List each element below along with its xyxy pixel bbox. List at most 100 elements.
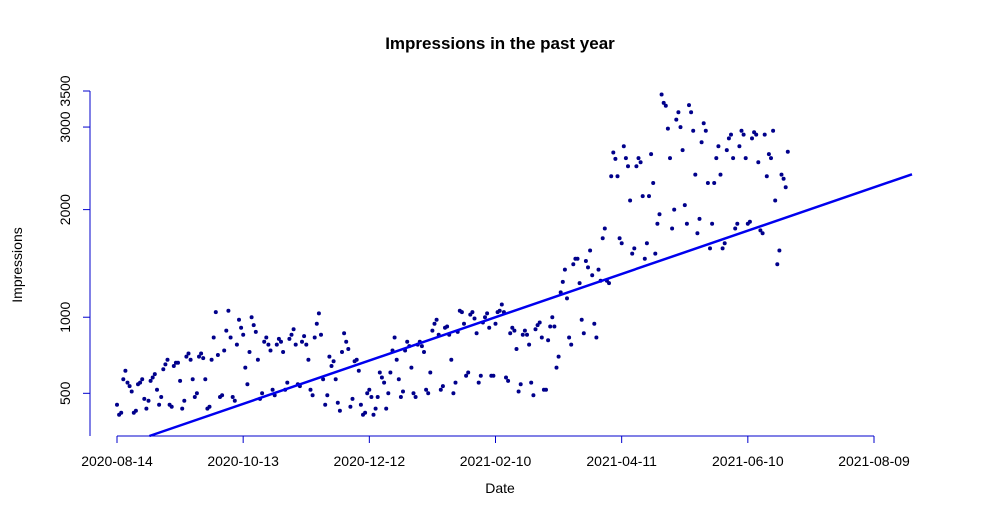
- data-point: [623, 156, 628, 161]
- data-point: [733, 226, 738, 231]
- data-point: [571, 262, 576, 267]
- data-point: [125, 380, 130, 385]
- data-point: [396, 377, 401, 382]
- y-tick-label: 1000: [57, 301, 73, 332]
- data-point: [607, 281, 611, 286]
- data-point: [152, 372, 157, 377]
- data-point: [133, 408, 138, 413]
- data-point: [226, 308, 231, 313]
- data-point: [554, 365, 559, 370]
- data-point: [232, 398, 237, 403]
- data-point: [472, 316, 477, 321]
- data-point: [722, 241, 727, 246]
- data-point: [340, 350, 344, 354]
- data-point: [550, 315, 555, 320]
- data-point: [201, 356, 206, 361]
- data-point: [161, 367, 166, 372]
- data-point: [560, 279, 565, 284]
- data-point: [657, 212, 662, 217]
- data-point: [335, 400, 340, 405]
- data-point: [270, 387, 275, 392]
- data-point: [693, 172, 698, 177]
- data-point: [419, 344, 424, 349]
- data-point: [613, 156, 618, 161]
- data-point: [251, 323, 256, 328]
- data-point: [537, 320, 542, 325]
- data-point: [712, 181, 717, 185]
- data-point: [724, 148, 729, 153]
- data-point: [289, 332, 294, 337]
- data-point: [628, 198, 633, 203]
- data-point: [342, 331, 347, 336]
- data-point: [449, 357, 454, 362]
- data-point: [636, 156, 641, 161]
- data-point: [243, 365, 248, 370]
- data-point: [354, 357, 359, 362]
- data-point: [718, 172, 723, 177]
- data-point: [184, 354, 189, 359]
- data-point: [369, 395, 374, 399]
- data-point: [321, 377, 326, 382]
- data-point: [148, 378, 153, 383]
- data-point: [615, 174, 620, 179]
- data-point: [310, 393, 315, 398]
- data-point: [224, 328, 229, 333]
- data-point: [478, 373, 483, 378]
- data-point: [222, 348, 227, 353]
- data-point: [304, 342, 309, 347]
- x-tick-label: 2021-04-11: [586, 453, 657, 469]
- data-point: [260, 391, 265, 396]
- data-point: [499, 302, 504, 307]
- data-point: [743, 156, 748, 161]
- data-point: [428, 370, 433, 375]
- data-point: [569, 342, 574, 347]
- data-point: [316, 311, 321, 316]
- data-point: [363, 410, 368, 415]
- data-point: [522, 328, 527, 333]
- data-point: [300, 339, 304, 344]
- data-point: [626, 164, 630, 169]
- data-point: [255, 357, 260, 362]
- x-axis-label: Date: [485, 480, 515, 496]
- data-point: [705, 181, 710, 185]
- data-point: [230, 395, 235, 399]
- data-point: [756, 160, 761, 165]
- data-point: [575, 256, 580, 261]
- data-point: [514, 347, 519, 351]
- data-point: [333, 377, 338, 382]
- data-point: [655, 221, 660, 226]
- data-point: [661, 100, 666, 105]
- data-point: [611, 150, 616, 155]
- data-point: [676, 110, 681, 115]
- data-point: [379, 375, 384, 380]
- data-point: [619, 241, 624, 246]
- data-point: [382, 380, 387, 385]
- data-point: [779, 172, 784, 177]
- data-point: [180, 406, 185, 411]
- data-point: [640, 194, 645, 199]
- x-tick-label: 2020-12-12: [334, 453, 406, 469]
- data-point: [680, 148, 685, 153]
- data-point: [190, 377, 195, 382]
- data-point: [596, 267, 601, 272]
- data-point: [720, 246, 725, 251]
- data-point: [237, 317, 241, 322]
- data-point: [689, 110, 694, 115]
- data-point: [138, 380, 143, 385]
- data-point: [285, 380, 290, 385]
- data-point: [739, 128, 744, 133]
- x-tick-label: 2021-02-10: [460, 453, 532, 469]
- data-point: [754, 132, 759, 137]
- data-point: [356, 368, 361, 373]
- data-point: [516, 389, 521, 394]
- data-point: [552, 324, 557, 329]
- data-point: [323, 402, 328, 407]
- data-point: [430, 328, 435, 333]
- data-point: [157, 402, 162, 407]
- data-point: [529, 380, 534, 385]
- data-point: [308, 387, 313, 392]
- data-point: [617, 236, 622, 241]
- data-point: [451, 391, 456, 396]
